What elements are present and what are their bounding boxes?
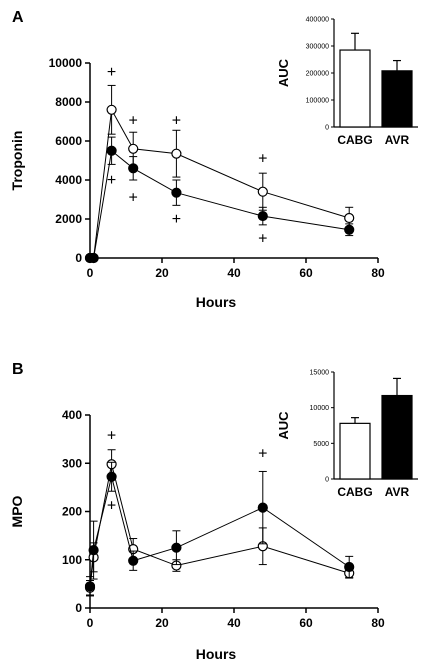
inset-y-tick-label: 100000	[306, 98, 329, 105]
x-axis-title: Hours	[196, 294, 237, 310]
series-line	[90, 108, 350, 259]
filled-circle-point	[171, 542, 182, 553]
y-tick-label: 4000	[55, 173, 82, 187]
y-axis-title: MPO	[9, 495, 25, 527]
filled-circle-point	[128, 555, 139, 566]
x-tick-label: 80	[371, 266, 385, 280]
open-circle-point	[257, 186, 268, 197]
filled-circle-point	[128, 163, 139, 174]
x-tick-label: 80	[371, 616, 385, 630]
y-tick-label: 400	[62, 408, 82, 422]
y-tick-label: 100	[62, 553, 82, 567]
y-tick-label: 2000	[55, 212, 82, 226]
inset-bar-avr	[381, 70, 413, 128]
inset-y-tick-label: 0	[325, 125, 329, 132]
significance-marker: +	[258, 446, 267, 463]
inset-y-tick-label: 0	[325, 477, 329, 484]
inset-y-tick-label: 10000	[310, 405, 330, 412]
inset-y-axis-title: AUC	[276, 411, 291, 440]
y-tick-label: 10000	[49, 56, 83, 70]
inset-bar-cabg	[339, 49, 371, 128]
x-tick-label: 20	[155, 616, 169, 630]
filled-circle-point	[88, 544, 99, 556]
x-tick-label: 0	[87, 266, 94, 280]
filled-circle-point	[171, 187, 182, 198]
y-axis-title: Troponin	[9, 131, 25, 191]
open-circle-point	[106, 104, 117, 115]
x-tick-label: 60	[299, 616, 313, 630]
open-circle-point	[344, 212, 355, 224]
x-tick-label: 40	[227, 266, 241, 280]
inset-y-tick-label: 300000	[306, 44, 329, 51]
significance-marker: +	[172, 113, 181, 130]
filled-circle-point	[344, 224, 355, 235]
y-tick-label: 6000	[55, 134, 82, 148]
inset-bar-cabg	[339, 422, 371, 480]
filled-circle-point	[106, 145, 117, 156]
inset-category-label: CABG	[337, 133, 372, 147]
significance-marker: +	[129, 190, 138, 207]
y-tick-label: 200	[62, 505, 82, 519]
inset-y-tick-label: 15000	[310, 370, 330, 377]
filled-circle-point	[106, 471, 117, 482]
x-tick-label: 0	[87, 616, 94, 630]
x-tick-label: 60	[299, 266, 313, 280]
open-circle-point	[171, 148, 182, 159]
y-tick-label: 300	[62, 456, 82, 470]
significance-marker: +	[107, 172, 116, 189]
y-tick-label: 0	[75, 601, 82, 615]
y-tick-label: 0	[75, 251, 82, 265]
x-tick-label: 40	[227, 616, 241, 630]
inset-category-label: CABG	[337, 485, 372, 499]
inset-bar-avr	[381, 394, 413, 480]
y-tick-label: 8000	[55, 95, 82, 109]
inset-y-tick-label: 5000	[313, 441, 329, 448]
filled-circle-point	[257, 210, 268, 222]
inset-y-axis-title: AUC	[276, 58, 291, 87]
series-line	[89, 464, 350, 588]
significance-marker: +	[258, 231, 267, 248]
significance-marker: +	[107, 427, 116, 444]
panel-label: A	[12, 9, 24, 26]
filled-circle-point	[84, 581, 96, 592]
significance-marker: +	[107, 64, 116, 81]
panel-label: B	[12, 361, 24, 378]
inset-category-label: AVR	[385, 485, 410, 499]
filled-circle-point	[88, 252, 99, 264]
significance-marker: +	[172, 211, 181, 228]
significance-marker: +	[258, 151, 267, 168]
inset-category-label: AVR	[385, 133, 410, 147]
filled-circle-point	[344, 561, 355, 573]
filled-circle-point	[257, 502, 268, 513]
x-tick-label: 20	[155, 266, 169, 280]
x-axis-title: Hours	[196, 646, 237, 662]
inset-y-tick-label: 400000	[306, 17, 329, 24]
significance-marker: +	[107, 497, 116, 514]
open-circle-point	[128, 143, 139, 154]
significance-marker: +	[129, 113, 138, 130]
inset-y-tick-label: 200000	[306, 71, 329, 78]
